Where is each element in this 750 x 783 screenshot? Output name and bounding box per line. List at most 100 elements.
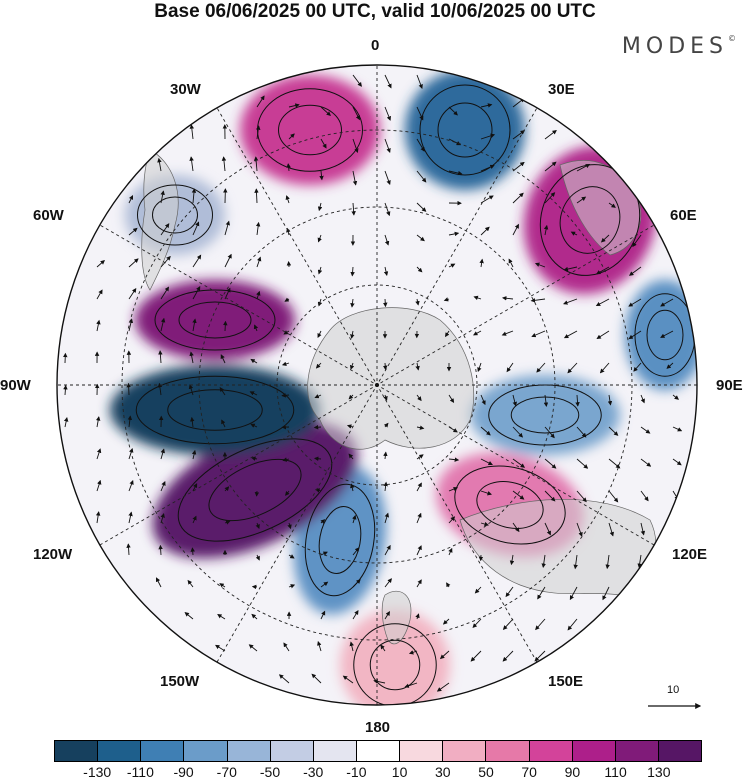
streamline-contour xyxy=(476,481,544,529)
wind-vector xyxy=(480,103,493,108)
wind-vector xyxy=(285,490,290,496)
wind-vector xyxy=(512,490,525,500)
colorbar-swatch xyxy=(98,741,142,761)
wind-vector xyxy=(249,391,258,396)
wind-vector xyxy=(215,644,226,652)
wind-vector xyxy=(255,221,261,236)
wind-vector xyxy=(384,234,390,246)
wind-vector xyxy=(192,286,201,300)
wind-vector xyxy=(576,490,587,503)
wind-vector xyxy=(286,163,291,172)
wind-vector xyxy=(346,424,354,429)
wind-vector xyxy=(189,124,195,140)
wind-vector xyxy=(255,554,260,561)
wind-vector xyxy=(283,330,290,335)
wind-vector xyxy=(189,156,194,172)
wind-vector xyxy=(256,290,261,300)
wind-vector xyxy=(596,266,610,275)
wind-vector xyxy=(416,234,425,242)
wind-vector xyxy=(348,453,354,460)
wind-vector xyxy=(250,423,258,428)
wind-vector xyxy=(599,362,610,374)
wind-vector xyxy=(480,195,494,204)
colorbar-swatch xyxy=(529,741,573,761)
wind-vector xyxy=(95,511,101,524)
wind-vector xyxy=(544,522,551,536)
wind-vector xyxy=(544,426,555,439)
wind-vector xyxy=(128,258,139,268)
wind-vector xyxy=(436,682,450,692)
wind-vector xyxy=(448,263,456,268)
wind-vector xyxy=(416,579,422,588)
wind-vector xyxy=(384,170,391,186)
wind-vector xyxy=(544,192,556,204)
colorbar-tick-label: 130 xyxy=(647,764,671,780)
wind-vector xyxy=(501,330,514,336)
wind-vector xyxy=(256,256,262,268)
wind-vector xyxy=(352,138,359,154)
wind-vector xyxy=(96,260,105,268)
wind-vector xyxy=(537,586,546,600)
colorbar-tick-label: -10 xyxy=(346,764,367,780)
wind-vector xyxy=(544,490,556,502)
colorbar-tick-label: -50 xyxy=(259,764,281,780)
colorbar-ticks: -130 -110 -90 -70 -50 -30 -10 10 30 50 70 90 110 130 xyxy=(54,764,702,782)
wind-vector xyxy=(192,483,198,492)
latitude-ring-outer xyxy=(121,129,633,641)
wind-vector xyxy=(534,650,546,662)
wind-vector xyxy=(288,554,295,559)
wind-vector xyxy=(563,330,578,339)
wind-vector xyxy=(224,486,230,492)
wind-vector xyxy=(575,394,580,407)
wind-vector xyxy=(608,522,614,537)
wind-vector xyxy=(448,231,460,237)
wind-vector xyxy=(219,583,226,588)
wind-vector xyxy=(595,298,610,307)
wind-vector xyxy=(408,650,418,655)
wind-vector xyxy=(479,258,484,268)
colorbar-swatch xyxy=(400,741,444,761)
map-boundary xyxy=(56,64,698,706)
wind-vector xyxy=(448,170,463,176)
label-90e: 90E xyxy=(716,377,743,394)
wind-vector xyxy=(96,289,103,300)
wind-vector xyxy=(416,394,422,402)
wind-vector xyxy=(224,253,232,268)
wind-vector xyxy=(480,226,490,236)
wind-vector xyxy=(512,394,517,407)
colorbar-swatch xyxy=(313,741,357,761)
colorbar-tick-label: 90 xyxy=(564,764,581,780)
wind-vector xyxy=(217,614,226,620)
streamline-contour xyxy=(135,375,295,445)
label-180: 180 xyxy=(365,719,391,736)
label-90w: 90W xyxy=(0,377,31,394)
wind-vector xyxy=(157,382,163,396)
wind-vector xyxy=(158,544,163,556)
wind-vector xyxy=(221,419,226,428)
label-150e: 150E xyxy=(548,673,584,690)
wind-vector xyxy=(248,644,258,652)
wind-vector xyxy=(383,422,389,428)
colorbar-tick-label: 30 xyxy=(435,764,451,780)
colorbar-swatch xyxy=(55,741,99,761)
wind-vector xyxy=(563,266,578,272)
wind-vector xyxy=(95,416,101,428)
label-60w: 60W xyxy=(33,207,64,224)
wind-vector xyxy=(576,196,587,204)
wind-vector xyxy=(320,551,328,556)
wind-vector xyxy=(157,157,162,172)
wind-vector xyxy=(448,486,459,492)
wind-vector xyxy=(317,330,322,339)
wind-vector xyxy=(596,330,610,339)
label-30e: 30E xyxy=(548,81,575,98)
colorbar-swatch xyxy=(443,741,487,761)
wind-vector xyxy=(383,266,389,276)
wind-vector xyxy=(383,481,388,492)
wind-vector xyxy=(563,298,578,305)
wind-vector xyxy=(567,618,578,631)
streamline-contour xyxy=(369,639,421,691)
wind-vector xyxy=(317,266,323,275)
wind-vector xyxy=(415,613,420,620)
wind-vector xyxy=(416,425,425,430)
streamline-contour xyxy=(646,309,684,361)
